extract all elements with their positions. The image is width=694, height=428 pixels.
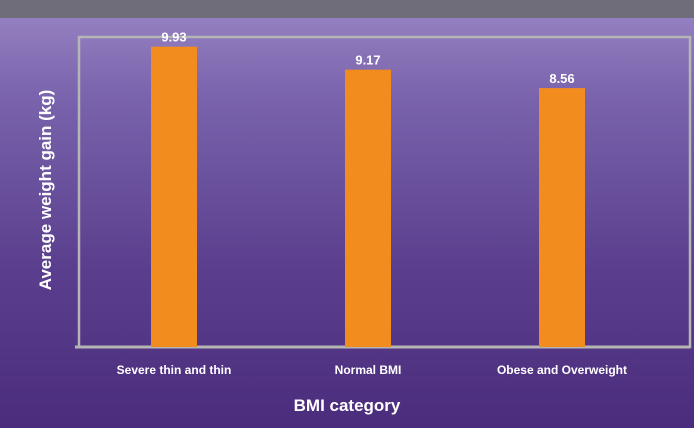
x-tick-label-2: Normal BMI	[335, 363, 402, 377]
data-label-3: 8.56	[549, 71, 574, 86]
top-header-strip	[0, 0, 694, 18]
bar-1	[151, 46, 197, 348]
bar-2	[345, 69, 391, 347]
bar-3	[539, 88, 585, 348]
x-tick-label-1: Severe thin and thin	[117, 363, 232, 377]
x-tick-label-3: Obese and Overweight	[497, 363, 627, 377]
data-label-1: 9.93	[161, 30, 186, 45]
y-axis-title: Average weight gain (kg)	[36, 89, 55, 291]
x-axis-title: BMI category	[293, 396, 401, 415]
data-label-2: 9.17	[355, 53, 380, 68]
